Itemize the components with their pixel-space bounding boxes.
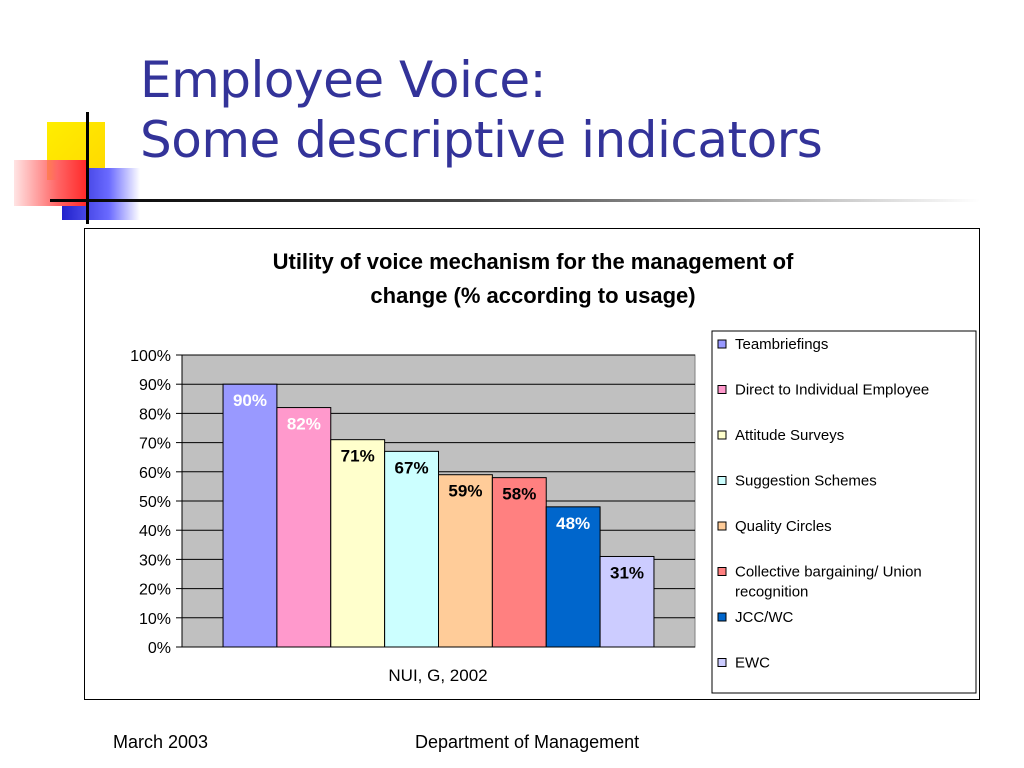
legend-swatch [717, 567, 727, 576]
bar-data-label: 59% [448, 482, 482, 501]
legend-swatch [717, 476, 727, 485]
legend-swatch [717, 612, 727, 622]
bar-data-label: 90% [233, 391, 267, 410]
legend-swatch [717, 430, 727, 440]
legend-label: recognition [735, 584, 808, 601]
bar-data-label: 31% [610, 563, 644, 582]
legend-label: Direct to Individual Employee [735, 382, 929, 399]
legend-swatch [717, 521, 727, 531]
y-tick-label: 90% [139, 377, 171, 394]
legend-swatch [717, 339, 727, 349]
bar-data-label: 58% [502, 485, 536, 504]
x-axis-label: NUI, G, 2002 [388, 666, 487, 685]
legend-label: EWC [735, 655, 770, 672]
bar-chart: Utility of voice mechanism for the manag… [130, 249, 977, 694]
bar [330, 439, 386, 648]
legend-label: Suggestion Schemes [735, 473, 877, 490]
y-tick-label: 80% [139, 406, 171, 423]
legend-swatch [717, 385, 727, 394]
y-tick-label: 20% [139, 582, 171, 599]
footer-date: March 2003 [113, 732, 209, 752]
bar-data-label: 48% [556, 514, 590, 533]
y-tick-label: 0% [148, 640, 171, 657]
legend-label: Attitude Surveys [735, 427, 844, 444]
y-tick-label: 50% [139, 494, 171, 511]
bar-data-label: 71% [341, 447, 375, 466]
bar [545, 506, 601, 648]
bar [599, 555, 655, 648]
decorative-vertical-line [86, 112, 89, 224]
y-tick-label: 60% [139, 465, 171, 482]
legend-label: Teambriefings [735, 336, 828, 353]
legend-box [711, 330, 977, 694]
y-tick-label: 30% [139, 552, 171, 569]
bar [384, 450, 440, 648]
slide-title-line-2: Some descriptive indicators [140, 111, 823, 169]
bar-data-label: 67% [395, 458, 429, 477]
legend-swatch [717, 658, 727, 667]
bar [276, 407, 332, 648]
bar [491, 477, 547, 648]
legend-label: JCC/WC [735, 609, 793, 626]
decorative-red-square [14, 160, 86, 206]
slide-title-line-1: Employee Voice: [140, 51, 546, 109]
bars [222, 383, 655, 648]
y-tick-label: 10% [139, 611, 171, 628]
bar-data-label: 82% [287, 415, 321, 434]
slide-title: Employee Voice: Some descriptive indicat… [140, 50, 823, 170]
footer-department: Department of Management [415, 732, 640, 752]
chart-title-line-1: Utility of voice mechanism for the manag… [273, 249, 794, 274]
chart-title-line-2: change (% according to usage) [370, 283, 695, 308]
bar-labels: 90% 82% 71% 67% 59% 58% 48% 31% [233, 391, 644, 582]
legend: Teambriefings Direct to Individual Employ… [717, 336, 929, 672]
legend-label: Quality Circles [735, 518, 832, 535]
chart-frame: Utility of voice mechanism for the manag… [84, 228, 980, 700]
y-tick-label: 40% [139, 523, 171, 540]
y-tick-label: 100% [130, 348, 171, 365]
y-tick-label: 70% [139, 436, 171, 453]
legend-label: Collective bargaining/ Union [735, 564, 922, 581]
title-underline [50, 199, 980, 202]
bar [222, 383, 278, 648]
